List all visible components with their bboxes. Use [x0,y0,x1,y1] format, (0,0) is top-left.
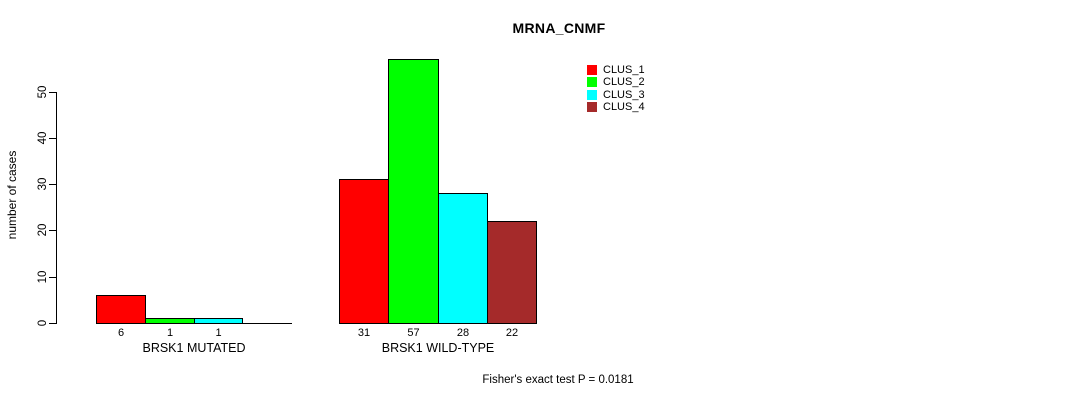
legend-swatch-clus-3 [587,89,597,100]
y-axis-line [56,92,57,324]
y-tick-mark [49,277,56,278]
legend: CLUS_1 CLUS_2 CLUS_3 CLUS_4 [587,65,645,115]
bar-clus-2-brsk1-wild-type [388,59,439,324]
bar-value-label: 6 [117,327,125,339]
bar-clus-3-brsk1-mutated [194,318,243,324]
legend-entry-clus-3: CLUS_3 [587,88,645,101]
bar-value-label: 1 [166,327,174,339]
bar-value-label: 1 [215,327,222,339]
bar-clus-1-brsk1-wild-type [339,179,389,324]
legend-swatch-clus-1 [587,65,597,75]
y-tick-mark [49,138,56,139]
bar-value-label: 31 [357,327,371,339]
annotation-text: Fisher's exact test P = 0.0181 [482,374,634,386]
y-tick-mark [49,184,56,185]
legend-label: CLUS_1 [603,64,645,76]
legend-label: CLUS_3 [603,88,645,101]
bar-clus-4-brsk1-wild-type [487,221,537,324]
y-tick-mark [49,323,56,324]
legend-entry-clus-4: CLUS_4 [587,101,645,114]
group-label-brsk1-mutated: BRSK1 MUTATED [142,341,246,355]
legend-entry-clus-2: CLUS_2 [587,76,645,89]
legend-swatch-clus-4 [587,102,597,113]
bar-value-label: 57 [407,327,420,339]
y-tick-mark [49,92,56,93]
y-tick-mark [49,230,56,231]
legend-label: CLUS_2 [603,76,645,89]
legend-swatch-clus-2 [587,77,597,88]
bar-value-label: 28 [456,327,470,339]
legend-entry-clus-1: CLUS_1 [587,64,645,76]
group-label-brsk1-wild-type: BRSK1 WILD-TYPE [381,341,495,355]
bar-clus-4-brsk1-mutated-zero [242,323,292,324]
bar-value-label: 22 [505,327,519,339]
bar-clus-3-brsk1-wild-type [438,193,488,324]
legend-label: CLUS_4 [603,101,645,114]
bar-clus-1-brsk1-mutated [96,295,146,324]
chart-title: MRNA_CNMF [512,20,606,36]
bar-clus-2-brsk1-mutated [145,318,195,324]
